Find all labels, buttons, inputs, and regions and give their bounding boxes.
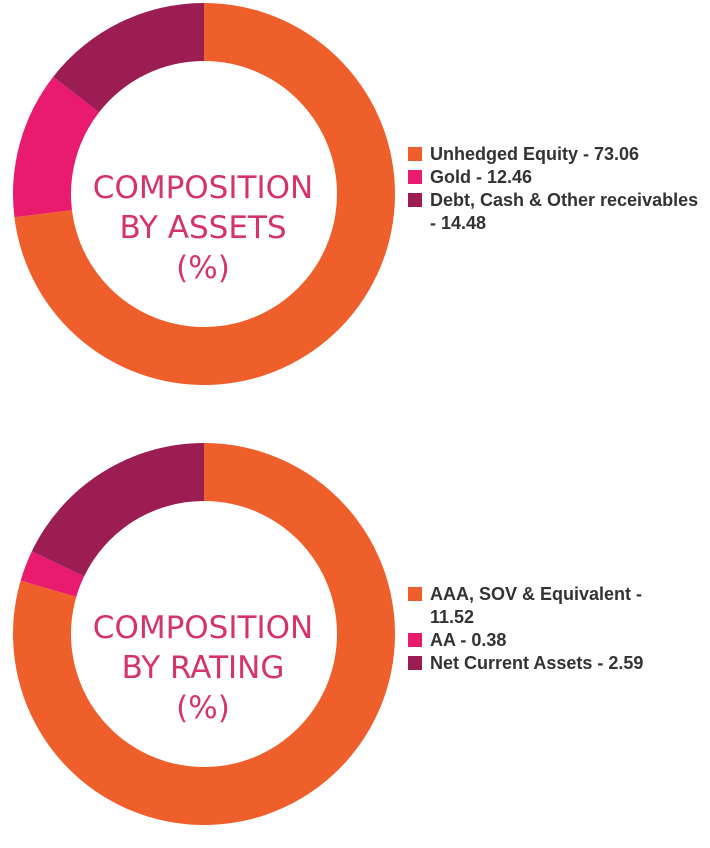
assets-legend: Unhedged Equity - 73.06 Gold - 12.46 Deb… — [408, 143, 708, 235]
legend-item-gold: Gold - 12.46 — [408, 166, 708, 189]
legend-label: Debt, Cash & Other receivables - 14.48 — [430, 190, 699, 233]
legend-label: AA - 0.38 — [430, 630, 507, 650]
legend-swatch — [408, 170, 422, 184]
donut-slice-gold — [12, 76, 100, 218]
rating-center-title: COMPOSITION BY RATING (%) — [58, 608, 348, 728]
donut-slice-debt-cash-other-receivables — [53, 3, 205, 113]
center-title-line: (%) — [176, 690, 230, 726]
legend-swatch — [408, 633, 422, 647]
legend-swatch — [408, 193, 422, 207]
legend-item-debt-cash: Debt, Cash & Other receivables - 14.48 — [408, 189, 708, 235]
center-title-line: BY ASSETS — [119, 210, 287, 246]
center-title-line: (%) — [176, 250, 230, 286]
assets-donut — [12, 3, 395, 385]
legend-label: Net Current Assets - 2.59 — [430, 653, 644, 673]
legend-swatch — [408, 656, 422, 670]
legend-label: Gold - 12.46 — [430, 167, 533, 187]
legend-swatch — [408, 147, 422, 161]
center-title-line: COMPOSITION — [92, 610, 314, 646]
legend-item-net-current-assets: Net Current Assets - 2.59 — [408, 652, 708, 675]
donut-slice-aaa-sov-equivalent — [13, 443, 395, 825]
assets-center-title: COMPOSITION BY ASSETS (%) — [58, 168, 348, 288]
rating-legend: AAA, SOV & Equivalent - 11.52 AA - 0.38 … — [408, 583, 708, 675]
donut-slice-net-current-assets — [31, 443, 204, 577]
legend-swatch — [408, 587, 422, 601]
composition-by-rating-chart: COMPOSITION BY RATING (%) AAA, SOV & Equ… — [0, 440, 710, 848]
center-title-line: COMPOSITION — [92, 170, 314, 206]
donut-slice-unhedged-equity — [14, 3, 395, 385]
composition-by-assets-chart: COMPOSITION BY ASSETS (%) Unhedged Equit… — [0, 0, 710, 420]
legend-item-aaa-sov: AAA, SOV & Equivalent - 11.52 — [408, 583, 708, 629]
legend-item-unhedged-equity: Unhedged Equity - 73.06 — [408, 143, 708, 166]
center-title-line: BY RATING — [121, 650, 285, 686]
legend-label: Unhedged Equity - 73.06 — [430, 144, 640, 164]
rating-donut — [13, 443, 395, 825]
legend-item-aa: AA - 0.38 — [408, 629, 708, 652]
donut-slice-aa — [20, 551, 85, 597]
legend-label: AAA, SOV & Equivalent - 11.52 — [430, 584, 643, 627]
